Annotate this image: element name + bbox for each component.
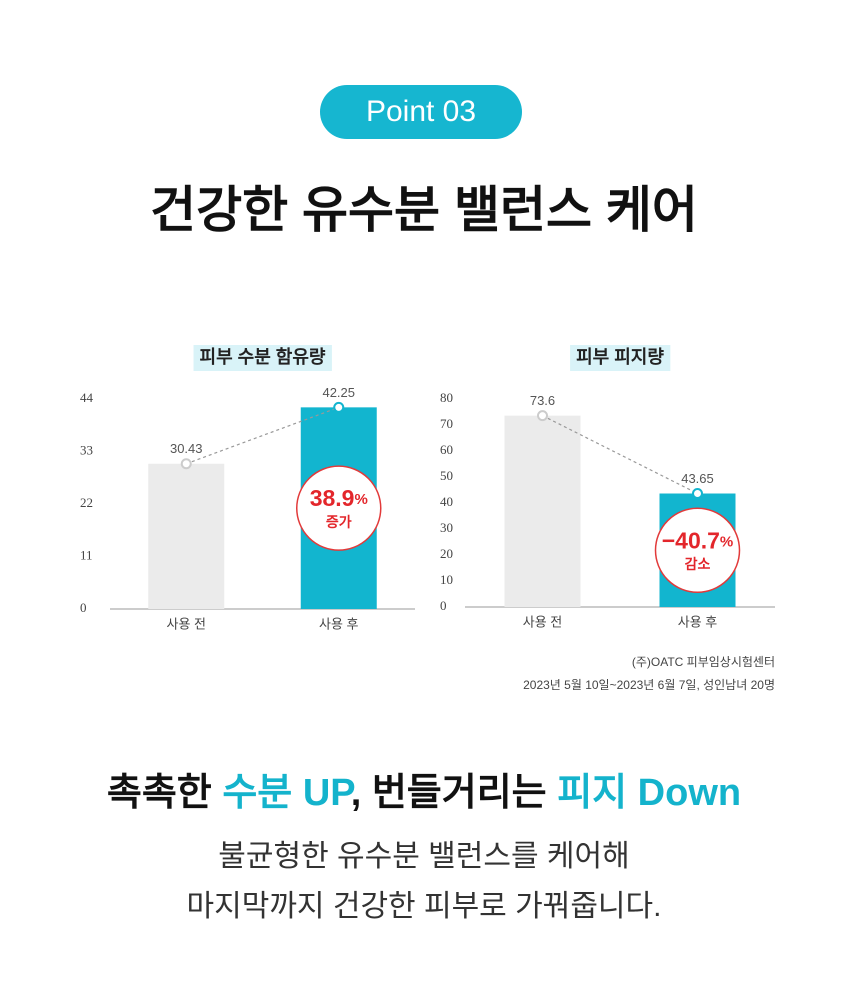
change-label: 증가 — [326, 514, 352, 530]
change-label: 감소 — [685, 556, 711, 572]
body-text: 불균형한 유수분 밸런스를 케어해 — [218, 840, 629, 873]
body-text: 마지막까지 건강한 피부로 가꿔줍니다. — [187, 890, 662, 923]
y-tick-label: 30 — [440, 520, 453, 535]
x-tick-label: 사용 후 — [319, 616, 359, 631]
y-tick-label: 40 — [440, 494, 453, 509]
chart-title-bg — [570, 345, 671, 371]
page-title: 건강한 유수분 밸런스 케어 — [150, 182, 698, 238]
headline-highlight: 수분 UP — [222, 772, 355, 814]
headline: 촉촉한 수분 UP, 번들거리는 피지 Down — [107, 772, 741, 814]
change-unit: % — [354, 491, 367, 508]
x-tick-label: 사용 전 — [167, 616, 207, 631]
y-tick-label: 80 — [440, 390, 453, 405]
change-unit: % — [720, 533, 733, 550]
source: (주)OATC 피부임상시험센터 — [632, 655, 775, 669]
y-tick-label: 0 — [440, 598, 447, 613]
point-marker — [180, 458, 192, 470]
value-label: 73.6 — [530, 393, 555, 408]
y-tick-label: 33 — [80, 442, 93, 457]
change-badge — [654, 507, 741, 594]
point-label: Point 03 — [366, 95, 476, 128]
headline-highlight: 피지 Down — [557, 772, 741, 814]
point-marker — [692, 488, 703, 500]
y-tick-label: 0 — [80, 600, 87, 615]
value-label: 30.43 — [170, 441, 203, 456]
bar — [148, 463, 225, 609]
change-number: 38.9 — [310, 485, 355, 511]
y-tick-label: 11 — [80, 547, 93, 562]
y-tick-label: 20 — [440, 546, 453, 561]
change-value: 38.9% — [310, 485, 368, 511]
headline-part: , 번들거리는 — [351, 772, 557, 814]
change-value: −40.7% — [662, 527, 734, 553]
change-number: −40.7 — [662, 527, 720, 553]
bar — [504, 415, 581, 607]
y-tick-label: 50 — [440, 468, 453, 483]
chart-title: 피부 피지량 — [576, 347, 664, 367]
x-tick-label: 사용 후 — [678, 614, 718, 629]
point-marker — [537, 410, 548, 422]
y-tick-label: 10 — [440, 572, 453, 587]
y-tick-label: 60 — [440, 442, 453, 457]
point-marker — [333, 401, 345, 413]
y-tick-label: 22 — [80, 495, 93, 510]
y-tick-label: 44 — [80, 390, 94, 405]
change-badge — [296, 465, 382, 551]
source: 2023년 5월 10일~2023년 6월 7일, 성인남녀 20명 — [523, 678, 775, 692]
y-tick-label: 70 — [440, 416, 453, 431]
headline-part: 촉촉한 — [107, 772, 222, 814]
trend-line — [542, 415, 698, 495]
value-label: 42.25 — [322, 385, 355, 400]
chart-title: 피부 수분 함유량 — [200, 346, 326, 367]
value-label: 43.65 — [681, 471, 714, 486]
x-tick-label: 사용 전 — [523, 614, 563, 629]
point-badge — [320, 85, 522, 139]
chart-title-bg — [193, 345, 332, 371]
